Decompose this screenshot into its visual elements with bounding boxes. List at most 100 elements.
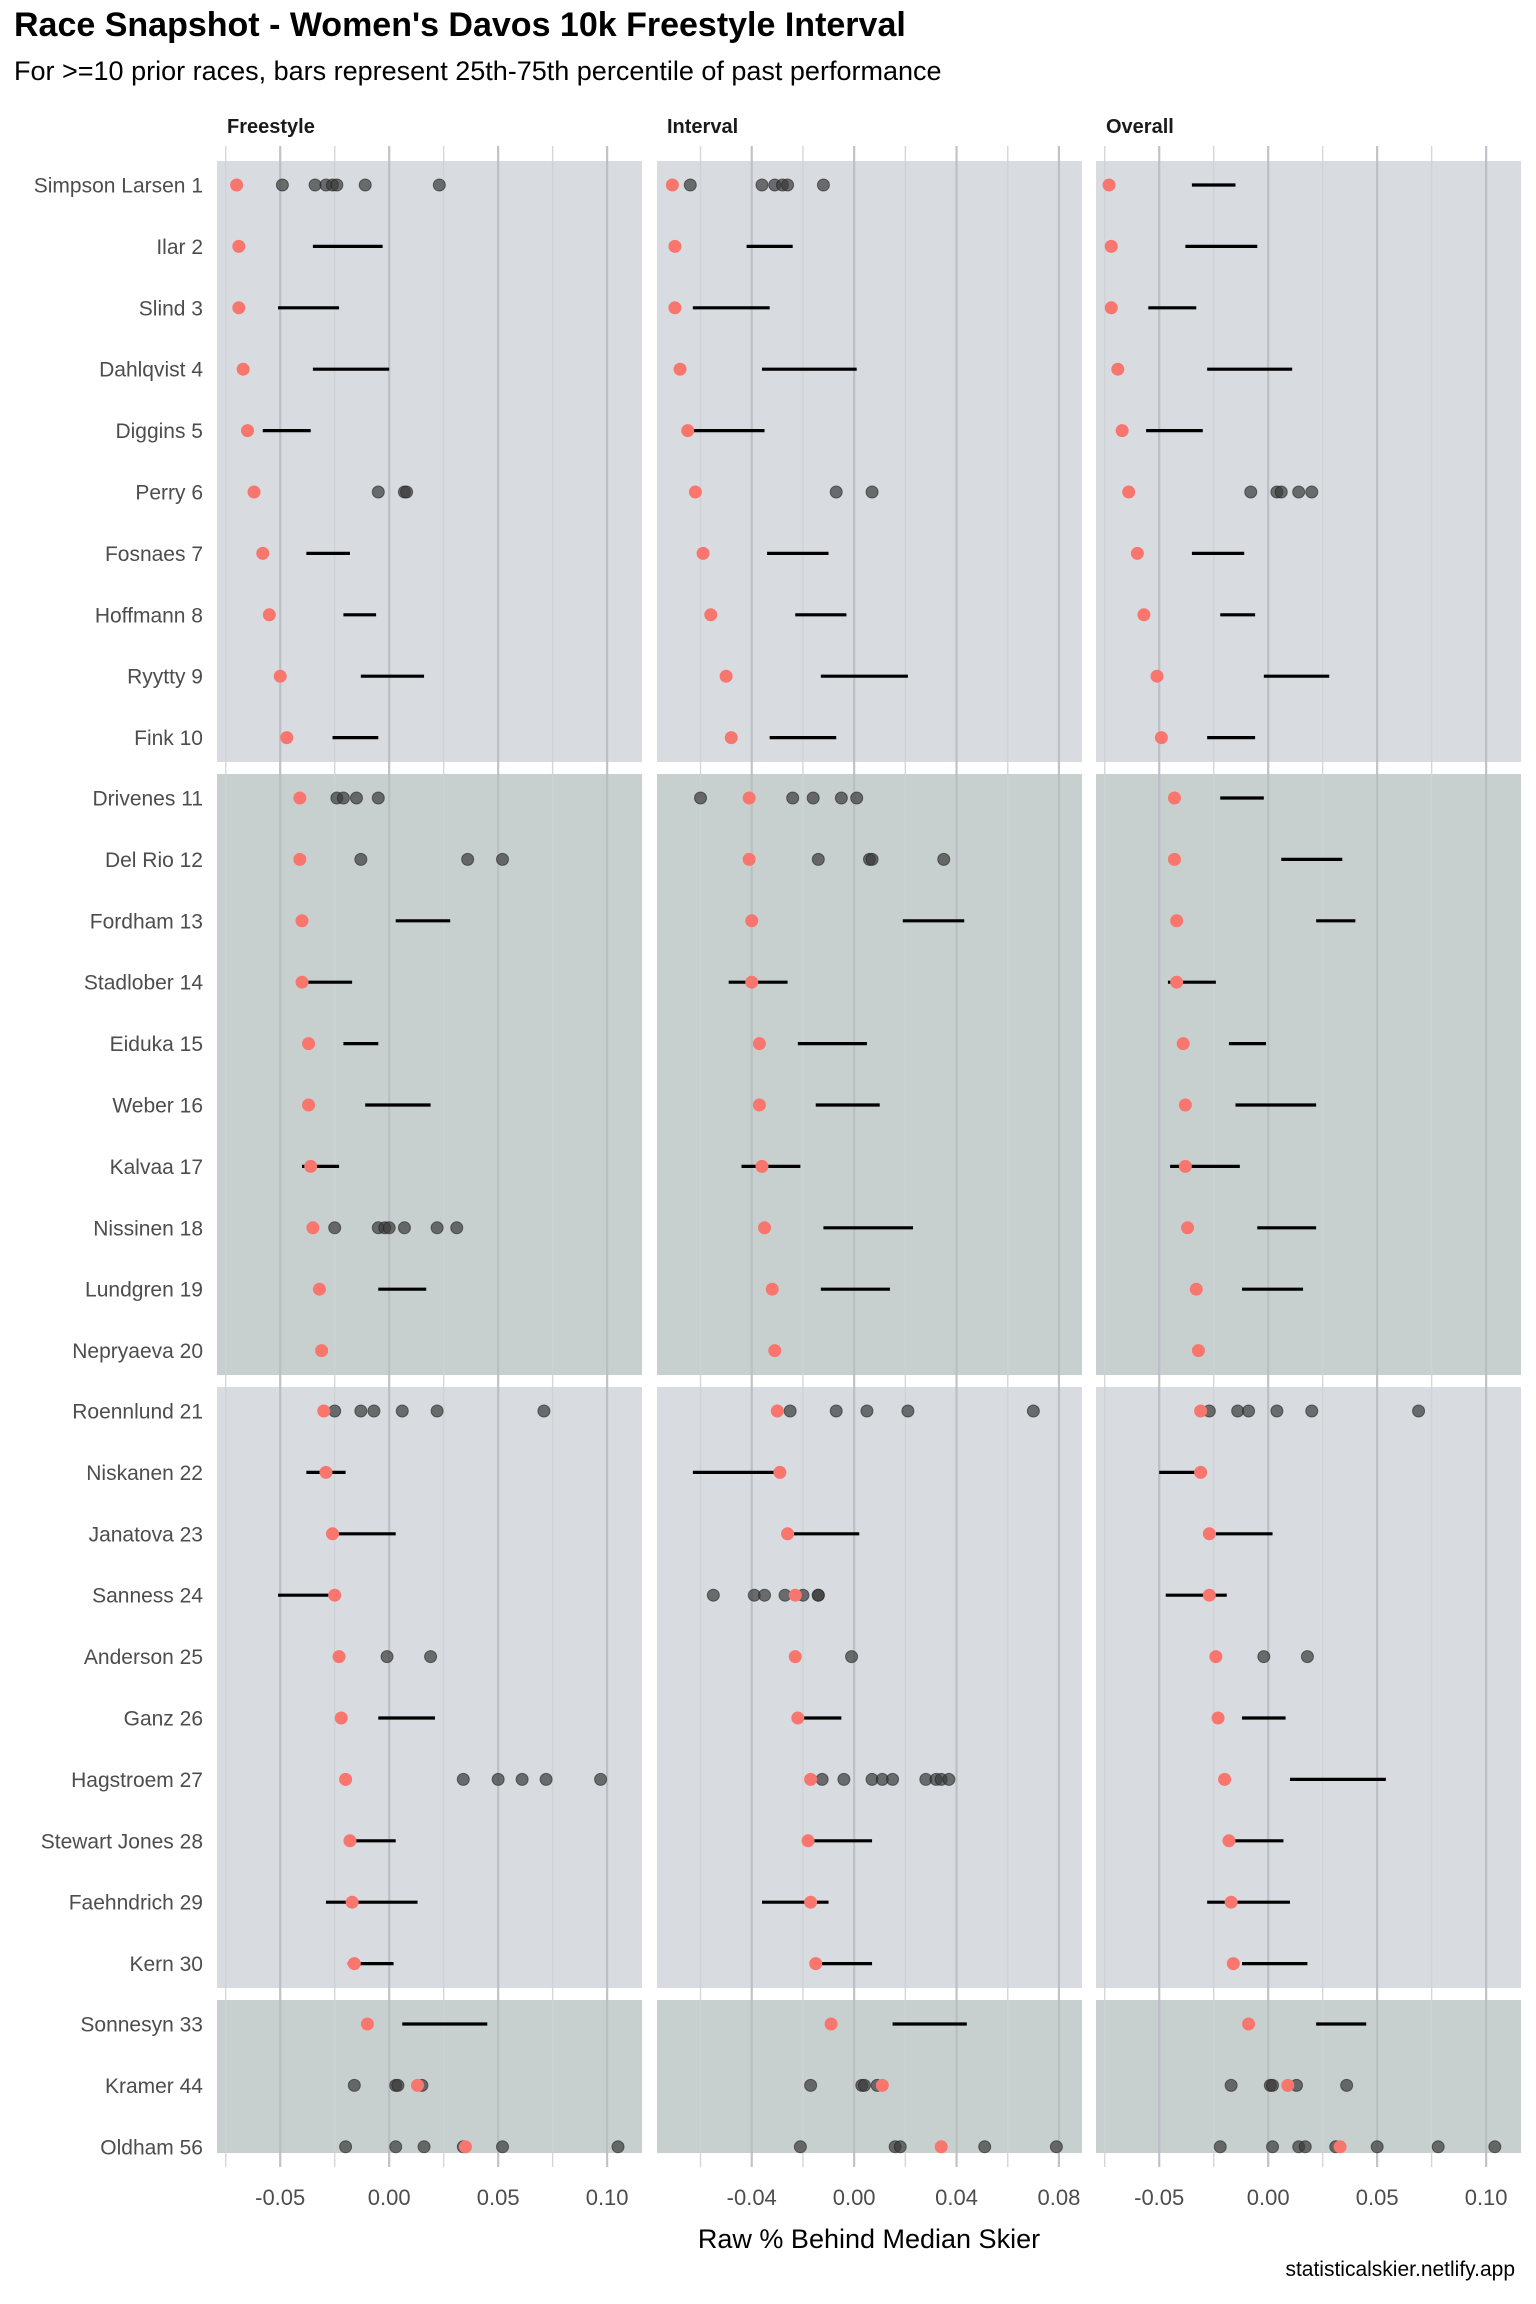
current-race-point <box>704 608 718 622</box>
current-race-point <box>345 1895 359 1909</box>
current-race-point <box>1202 1588 1216 1602</box>
current-race-point <box>742 791 756 805</box>
past-race-point <box>308 178 322 192</box>
current-race-point <box>745 975 759 989</box>
current-race-point <box>302 1037 316 1051</box>
past-race-point <box>901 1404 915 1418</box>
past-race-point <box>893 2140 907 2154</box>
current-race-point <box>295 975 309 989</box>
y-axis-label: Niskanen 22 <box>86 1462 203 1485</box>
current-race-point <box>875 2078 889 2092</box>
past-race-point <box>1213 2140 1227 2154</box>
past-race-point <box>1412 1404 1426 1418</box>
past-race-point <box>1224 2078 1238 2092</box>
past-race-point <box>537 1404 551 1418</box>
current-race-point <box>665 178 679 192</box>
past-race-point <box>380 1650 394 1664</box>
past-race-point <box>978 2140 992 2154</box>
past-race-point <box>430 1404 444 1418</box>
past-race-point <box>886 1772 900 1786</box>
y-axis-label: Stadlober 14 <box>84 972 203 995</box>
y-axis-label: Nepryaeva 20 <box>72 1340 203 1363</box>
past-race-point <box>937 852 951 866</box>
y-axis-label: Sonnesyn 33 <box>80 2014 203 2037</box>
past-race-point <box>339 2140 353 2154</box>
past-race-point <box>811 852 825 866</box>
y-axis-label: Ilar 2 <box>156 236 203 259</box>
past-race-point <box>354 852 368 866</box>
past-race-point <box>367 1404 381 1418</box>
past-race-point <box>349 791 363 805</box>
panel-strip-overall: Overall <box>1106 116 1174 138</box>
panel-strip-freestyle: Freestyle <box>227 116 315 138</box>
past-race-point <box>1340 2078 1354 2092</box>
x-tick-label: -0.04 <box>727 2185 777 2210</box>
past-race-point <box>755 178 769 192</box>
past-race-point <box>400 485 414 499</box>
current-race-point <box>1209 1650 1223 1664</box>
current-race-point <box>306 1221 320 1235</box>
current-race-point <box>804 1895 818 1909</box>
current-race-point <box>688 485 702 499</box>
past-race-point <box>358 178 372 192</box>
current-race-point <box>236 362 250 376</box>
current-race-point <box>293 852 307 866</box>
current-race-point <box>788 1650 802 1664</box>
panel-band <box>657 2000 1082 2153</box>
current-race-point <box>256 546 270 560</box>
panel-band <box>1096 2000 1521 2153</box>
past-race-point <box>515 1772 529 1786</box>
past-race-point <box>594 1772 608 1786</box>
past-race-point <box>424 1650 438 1664</box>
panel-band <box>1096 774 1521 1375</box>
past-race-point <box>1266 2078 1280 2092</box>
current-race-point <box>1189 1282 1203 1296</box>
current-race-point <box>1170 914 1184 928</box>
current-race-point <box>768 1344 782 1358</box>
panel-band <box>217 161 642 762</box>
current-race-point <box>302 1098 316 1112</box>
current-race-point <box>458 2140 472 2154</box>
current-race-point <box>1178 1098 1192 1112</box>
past-race-point <box>857 2078 871 2092</box>
past-race-point <box>496 852 510 866</box>
past-race-point <box>328 1404 342 1418</box>
current-race-point <box>411 2078 425 2092</box>
current-race-point <box>755 1159 769 1173</box>
current-race-point <box>1170 975 1184 989</box>
y-axis-label: Kalvaa 17 <box>110 1156 203 1179</box>
y-axis-label: Simpson Larsen 1 <box>34 175 203 198</box>
current-race-point <box>770 1404 784 1418</box>
past-race-point <box>1270 1404 1284 1418</box>
past-race-point <box>395 1404 409 1418</box>
past-race-point <box>539 1772 553 1786</box>
current-race-point <box>326 1527 340 1541</box>
y-axis-label: Ryytty 9 <box>127 666 203 689</box>
current-race-point <box>801 1834 815 1848</box>
y-axis-label: Drivenes 11 <box>93 788 204 811</box>
current-race-point <box>1115 424 1129 438</box>
past-race-point <box>793 2140 807 2154</box>
chart-title: Race Snapshot - Women's Davos 10k Freest… <box>14 6 906 44</box>
x-tick-label: 0.00 <box>1247 2185 1290 2210</box>
x-tick-label: 0.00 <box>368 2185 411 2210</box>
past-race-point <box>850 791 864 805</box>
past-race-point <box>1266 2140 1280 2154</box>
current-race-point <box>1333 2140 1347 2154</box>
current-race-point <box>347 1957 361 1971</box>
past-race-point <box>1305 1404 1319 1418</box>
past-race-point <box>865 852 879 866</box>
x-tick-label: 0.08 <box>1038 2185 1081 2210</box>
current-race-point <box>1226 1957 1240 1971</box>
y-axis-label: Eiduka 15 <box>110 1033 203 1056</box>
y-axis-label: Fosnaes 7 <box>105 543 203 566</box>
current-race-point <box>1130 546 1144 560</box>
current-race-point <box>1176 1037 1190 1051</box>
x-tick-label: 0.00 <box>833 2185 876 2210</box>
past-race-point <box>1431 2140 1445 2154</box>
y-axis-label: Slind 3 <box>139 297 203 320</box>
past-race-point <box>417 2140 431 2154</box>
x-axis-title: Raw % Behind Median Skier <box>698 2224 1040 2254</box>
y-axis-label: Sanness 24 <box>92 1585 203 1608</box>
